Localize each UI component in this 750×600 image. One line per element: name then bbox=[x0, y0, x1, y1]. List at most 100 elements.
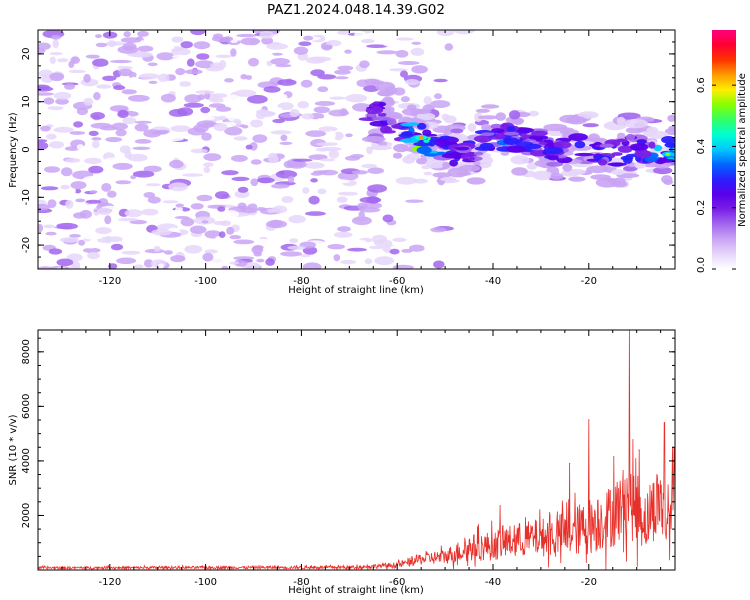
heatmap-cell-143 bbox=[53, 126, 74, 133]
heatmap-cell-1056 bbox=[547, 154, 559, 161]
heatmap-cell-82 bbox=[367, 167, 385, 174]
heatmap-cell-403 bbox=[165, 209, 186, 216]
heatmap-cell-484 bbox=[349, 239, 367, 245]
heatmap-cell-323 bbox=[434, 93, 442, 100]
heatmap-cell-859 bbox=[582, 137, 607, 142]
heatmap-cell-456 bbox=[89, 190, 98, 194]
heatmap-cell-1066 bbox=[373, 101, 380, 105]
heatmap-cell-601 bbox=[108, 263, 118, 269]
heatmap-cell-224 bbox=[137, 30, 149, 37]
heatmap-cell-763 bbox=[623, 165, 638, 172]
heatmap-cell-269 bbox=[316, 118, 323, 125]
heatmap-cell-202 bbox=[90, 112, 105, 120]
heatmap-cell-435 bbox=[212, 33, 224, 39]
heatmap-cell-170 bbox=[203, 153, 222, 162]
heatmap-cell-378 bbox=[56, 258, 74, 267]
heatmap-cell-455 bbox=[245, 75, 253, 80]
heatmap-cell-871 bbox=[590, 174, 611, 180]
heatmap-cell-813 bbox=[466, 177, 486, 185]
heatmap-cell-576 bbox=[85, 54, 100, 59]
heatmap-cell-418 bbox=[413, 178, 428, 184]
heatmap-cell-515 bbox=[314, 101, 336, 106]
heatmap-cell-583 bbox=[49, 52, 63, 56]
heatmap-cell-167 bbox=[40, 125, 51, 132]
heatmap-cell-555 bbox=[261, 37, 274, 45]
heatmap-cell-618 bbox=[327, 130, 336, 140]
heatmap-cell-535 bbox=[64, 158, 81, 163]
heatmap-cell-360 bbox=[59, 237, 80, 243]
heatmap-cell-240 bbox=[313, 106, 330, 114]
heatmap-cell-335 bbox=[432, 248, 441, 253]
heatmap-cell-180 bbox=[101, 183, 112, 192]
heatmap-cell-61 bbox=[411, 41, 422, 45]
heatmap-cell-845 bbox=[582, 123, 599, 128]
colorbar: 0.0 0.2 0.4 0.6 Normalized spectral amplitu… bbox=[696, 30, 748, 273]
heatmap-cell-1113 bbox=[441, 153, 460, 159]
heatmap-cell-463 bbox=[411, 65, 428, 74]
heatmap-cell-429 bbox=[147, 196, 161, 204]
heatmap-cell-615 bbox=[430, 227, 447, 233]
heatmap-cell-399 bbox=[247, 203, 258, 210]
heatmap-cell-534 bbox=[277, 79, 297, 86]
heatmap-cell-821 bbox=[481, 123, 492, 132]
snr-ytick-label: 4000 bbox=[21, 448, 32, 473]
heatmap-cell-389 bbox=[38, 139, 48, 143]
heatmap-cell-316 bbox=[302, 187, 310, 194]
heatmap-cell-536 bbox=[289, 238, 299, 244]
heatmap-cell-549 bbox=[396, 37, 414, 41]
heatmap-cell-980 bbox=[391, 123, 403, 129]
heatmap-cell-215 bbox=[104, 157, 121, 163]
heatmap-cell-887 bbox=[550, 172, 564, 180]
heatmap-cell-650 bbox=[528, 110, 539, 117]
heatmap-cell-507 bbox=[49, 141, 65, 149]
heatmap-cell-462 bbox=[122, 117, 137, 125]
heatmap-cell-345 bbox=[227, 114, 249, 123]
heatmap-cell-84 bbox=[190, 30, 206, 36]
heatmap-cell-272 bbox=[88, 165, 104, 174]
heatmap-cell-284 bbox=[334, 76, 349, 80]
heatmap-cell-815 bbox=[495, 112, 506, 121]
heatmap-cell-352 bbox=[134, 123, 149, 132]
heatmap-cell-660 bbox=[392, 152, 403, 159]
heatmap-cell-860 bbox=[616, 132, 626, 139]
heatmap-cell-877 bbox=[443, 115, 457, 124]
heatmap-cell-1102 bbox=[371, 116, 392, 121]
spectrogram-xtick-label: -80 bbox=[293, 276, 309, 287]
heatmap-cell-833 bbox=[364, 78, 380, 86]
heatmap-cell-559 bbox=[170, 255, 186, 263]
colorbar-tick-label: 0.4 bbox=[696, 138, 707, 154]
heatmap-cell-482 bbox=[52, 39, 59, 49]
heatmap-cell-285 bbox=[317, 188, 327, 195]
heatmap-cell-75 bbox=[204, 249, 218, 254]
heatmap-cell-634 bbox=[43, 97, 55, 105]
heatmap-cell-253 bbox=[47, 199, 57, 209]
heatmap-cell-223 bbox=[376, 50, 398, 55]
heatmap-cell-996 bbox=[568, 133, 588, 142]
heatmap-cell-1000 bbox=[574, 152, 595, 157]
spectrogram-ytick-label: 10 bbox=[21, 95, 32, 108]
heatmap-cell-282 bbox=[382, 39, 395, 47]
spectrogram-xtick-label: -20 bbox=[581, 276, 597, 287]
heatmap-cell-723 bbox=[566, 168, 586, 175]
heatmap-cell-460 bbox=[82, 234, 103, 240]
heatmap-cell-988 bbox=[597, 159, 608, 166]
heatmap-cell-113 bbox=[143, 165, 162, 173]
heatmap-cell-76 bbox=[301, 113, 314, 120]
heatmap-cell-176 bbox=[49, 56, 56, 64]
heatmap-cell-188 bbox=[297, 101, 310, 109]
heatmap-cell-917 bbox=[378, 112, 387, 117]
heatmap-cell-614 bbox=[60, 167, 73, 177]
snr-peak-6 bbox=[663, 422, 666, 424]
heatmap-cell-504 bbox=[195, 90, 215, 94]
heatmap-cell-510 bbox=[124, 209, 143, 218]
heatmap-cell-479 bbox=[64, 83, 75, 90]
heatmap-cell-874 bbox=[410, 108, 432, 115]
heatmap-cell-814 bbox=[562, 163, 573, 172]
heatmap-cell-892 bbox=[377, 89, 395, 97]
heatmap-cell-3 bbox=[231, 176, 250, 182]
heatmap-cell-1019 bbox=[439, 135, 452, 140]
snr-xtick-label: -60 bbox=[389, 577, 405, 588]
snr-xtick-label: -20 bbox=[581, 577, 597, 588]
heatmap-cell-710 bbox=[663, 179, 674, 186]
heatmap-cell-452 bbox=[444, 43, 454, 51]
